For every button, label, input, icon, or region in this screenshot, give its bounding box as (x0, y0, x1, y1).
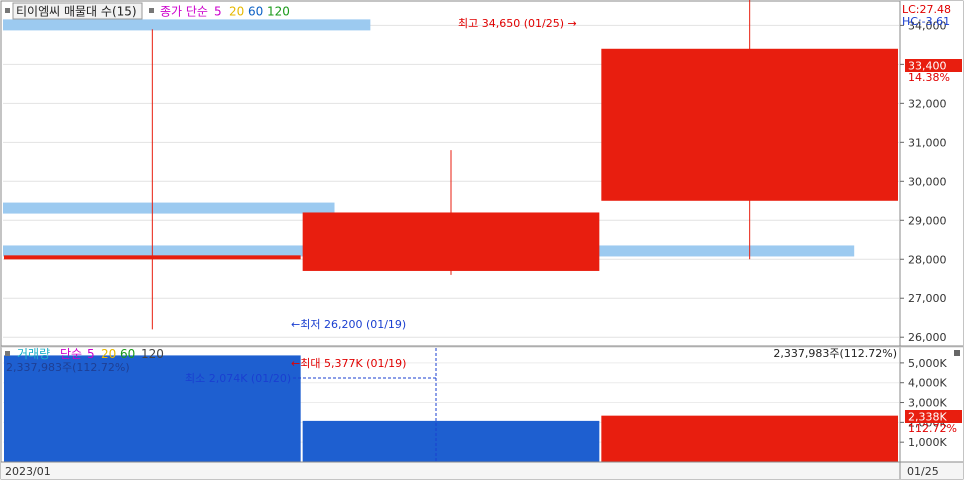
x-axis-strip (1, 462, 963, 479)
price-tick-label: 27,000 (908, 292, 947, 305)
volume-ma-label: 단순 (60, 347, 82, 361)
price-tick-label: 31,000 (908, 136, 947, 149)
volume-right-readout: 2,337,983주(112.72%) (773, 347, 897, 360)
x-axis-right-label: 01/25 (907, 465, 939, 478)
current-price-label: 33,400 (908, 60, 947, 73)
stock-title: 티이엠씨 매물대 수(15) (16, 5, 137, 19)
volume-ma-period-120: 120 (141, 347, 164, 361)
ma-square-icon (149, 8, 154, 13)
volume-bar[interactable] (302, 420, 600, 462)
volume-tick-label: 1,000K (908, 436, 947, 449)
candle-body[interactable] (601, 48, 898, 201)
x-axis-left-label: 2023/01 (5, 465, 51, 478)
ma-period-20: 20 (229, 5, 244, 19)
price-tick-label: 28,000 (908, 253, 947, 266)
candle-body[interactable] (302, 212, 600, 271)
current-price-tag (905, 59, 962, 72)
title-box[interactable] (12, 2, 143, 20)
volume-square-icon (5, 351, 10, 356)
candles (4, 0, 898, 330)
current-volume-tag (905, 410, 962, 423)
ma-label: 종가 단순 (160, 5, 208, 19)
volume-bar[interactable] (601, 415, 898, 462)
volume-bar[interactable] (4, 355, 301, 462)
current-change-label: 14.38% (908, 71, 950, 84)
price-tick-label: 29,000 (908, 214, 947, 227)
volume-tick-label: 4,000K (908, 377, 947, 390)
volume-tick-label: 3,000K (908, 397, 947, 410)
volume-tick-label: 5,000K (908, 357, 947, 370)
volume-ma-period-20: 20 (101, 347, 116, 361)
current-volume-pct: 112.72% (908, 422, 957, 435)
price-tick-label: 34,000 (908, 19, 947, 32)
price-panel: 34,00033,00032,00031,00030,00029,00028,0… (3, 0, 962, 344)
price-tick-label: 32,000 (908, 97, 947, 110)
volume-min-annotation: 최소 2,074K (01/20) (185, 372, 291, 385)
volume-bars (4, 355, 898, 462)
low-annotation: ←최저 26,200 (01/19) (291, 318, 406, 331)
price-tick-label: 30,000 (908, 175, 947, 188)
candle-body[interactable] (4, 255, 301, 260)
volume-profile-bar (3, 19, 371, 31)
volume-panel-menu-icon[interactable] (954, 350, 960, 356)
volume-ma-period-5: 5 (87, 347, 95, 361)
price-tick-label: 26,000 (908, 331, 947, 344)
volume-ma-period-60: 60 (120, 347, 135, 361)
current-volume-label: 2,338K (908, 411, 947, 424)
hc-readout: HC:-3.61 (902, 15, 950, 28)
volume-profile-bar (3, 202, 335, 214)
volume-max-annotation: ←최대 5,377K (01/19) (291, 357, 406, 370)
volume-left-readout: 2,337,983주(112.72%) (6, 361, 130, 374)
lc-readout: LC:27.48 (902, 3, 951, 16)
right-axis-bg (900, 1, 963, 479)
volume-legend-label: 거래량 (17, 347, 50, 361)
high-annotation: 최고 34,650 (01/25) → (458, 17, 577, 30)
ma-period-60: 60 (248, 5, 263, 19)
ma-period-120: 120 (267, 5, 290, 19)
header-square-icon (5, 8, 10, 13)
ma-period-5: 5 (214, 5, 222, 19)
